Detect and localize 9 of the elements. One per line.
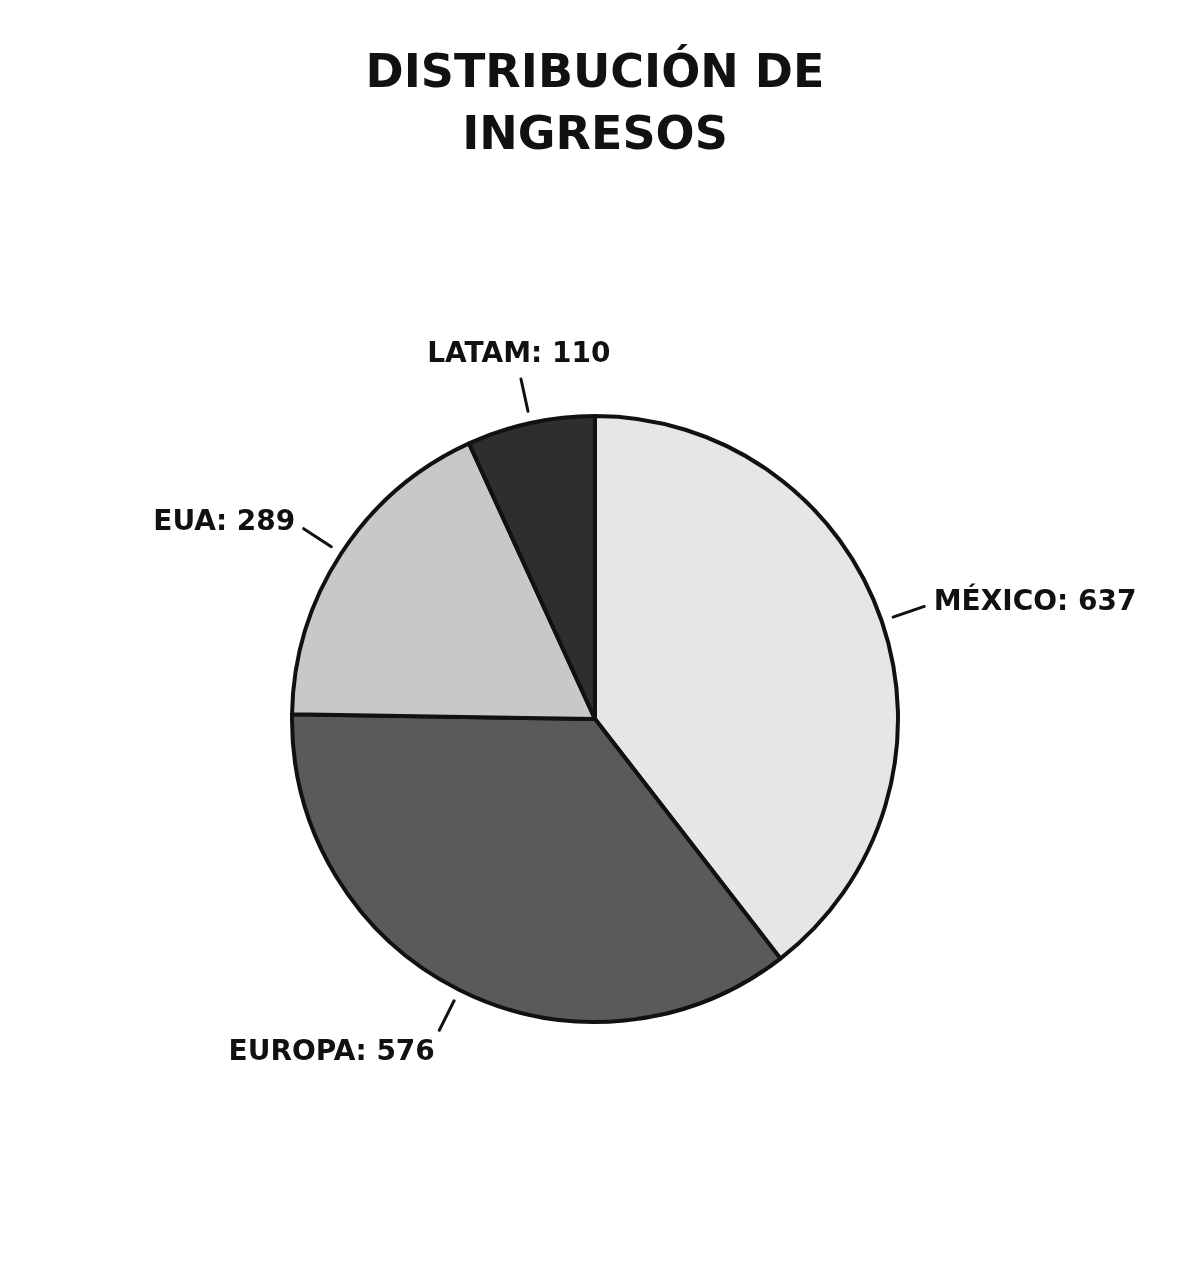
slice-label: EUROPA xyxy=(228,1034,356,1068)
data-label: : 110 xyxy=(531,336,611,370)
chart-title: DISTRIBUCIÓN DE INGRESOS xyxy=(364,43,826,162)
slice-label: EUA xyxy=(153,504,217,538)
data-label: : 289 xyxy=(215,504,296,538)
slice-label: MÉXICO xyxy=(933,583,1058,618)
data-label: : 576 xyxy=(355,1034,435,1068)
slice-label: LATAM xyxy=(427,336,532,370)
data-label: : 637 xyxy=(1057,584,1137,618)
